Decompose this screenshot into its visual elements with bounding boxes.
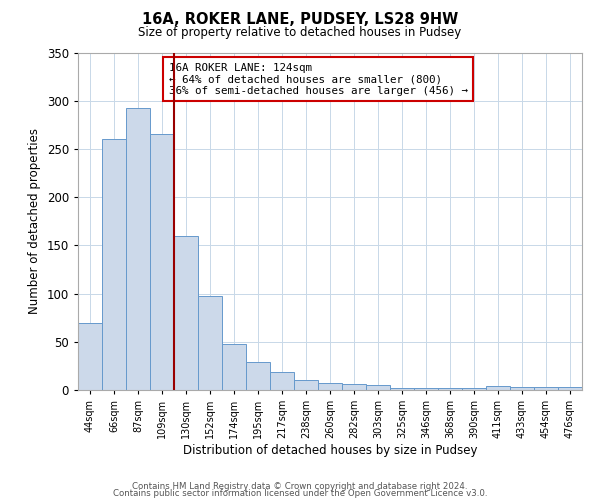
Bar <box>462 388 486 390</box>
Bar <box>390 388 414 390</box>
Bar <box>270 372 294 390</box>
Text: 16A ROKER LANE: 124sqm
← 64% of detached houses are smaller (800)
36% of semi-de: 16A ROKER LANE: 124sqm ← 64% of detached… <box>169 62 468 96</box>
Text: Size of property relative to detached houses in Pudsey: Size of property relative to detached ho… <box>139 26 461 39</box>
Y-axis label: Number of detached properties: Number of detached properties <box>28 128 41 314</box>
Bar <box>318 383 342 390</box>
Bar <box>510 387 534 390</box>
Bar <box>126 108 150 390</box>
Bar <box>366 385 390 390</box>
Bar <box>414 388 438 390</box>
Text: Contains public sector information licensed under the Open Government Licence v3: Contains public sector information licen… <box>113 490 487 498</box>
Bar <box>246 362 270 390</box>
Bar <box>486 386 510 390</box>
X-axis label: Distribution of detached houses by size in Pudsey: Distribution of detached houses by size … <box>183 444 477 457</box>
Text: Contains HM Land Registry data © Crown copyright and database right 2024.: Contains HM Land Registry data © Crown c… <box>132 482 468 491</box>
Bar <box>438 388 462 390</box>
Bar <box>558 387 582 390</box>
Bar <box>198 296 222 390</box>
Bar <box>342 384 366 390</box>
Bar <box>150 134 174 390</box>
Bar <box>222 344 246 390</box>
Bar <box>294 380 318 390</box>
Bar <box>78 322 102 390</box>
Text: 16A, ROKER LANE, PUDSEY, LS28 9HW: 16A, ROKER LANE, PUDSEY, LS28 9HW <box>142 12 458 28</box>
Bar <box>102 140 126 390</box>
Bar <box>534 387 558 390</box>
Bar <box>174 236 198 390</box>
